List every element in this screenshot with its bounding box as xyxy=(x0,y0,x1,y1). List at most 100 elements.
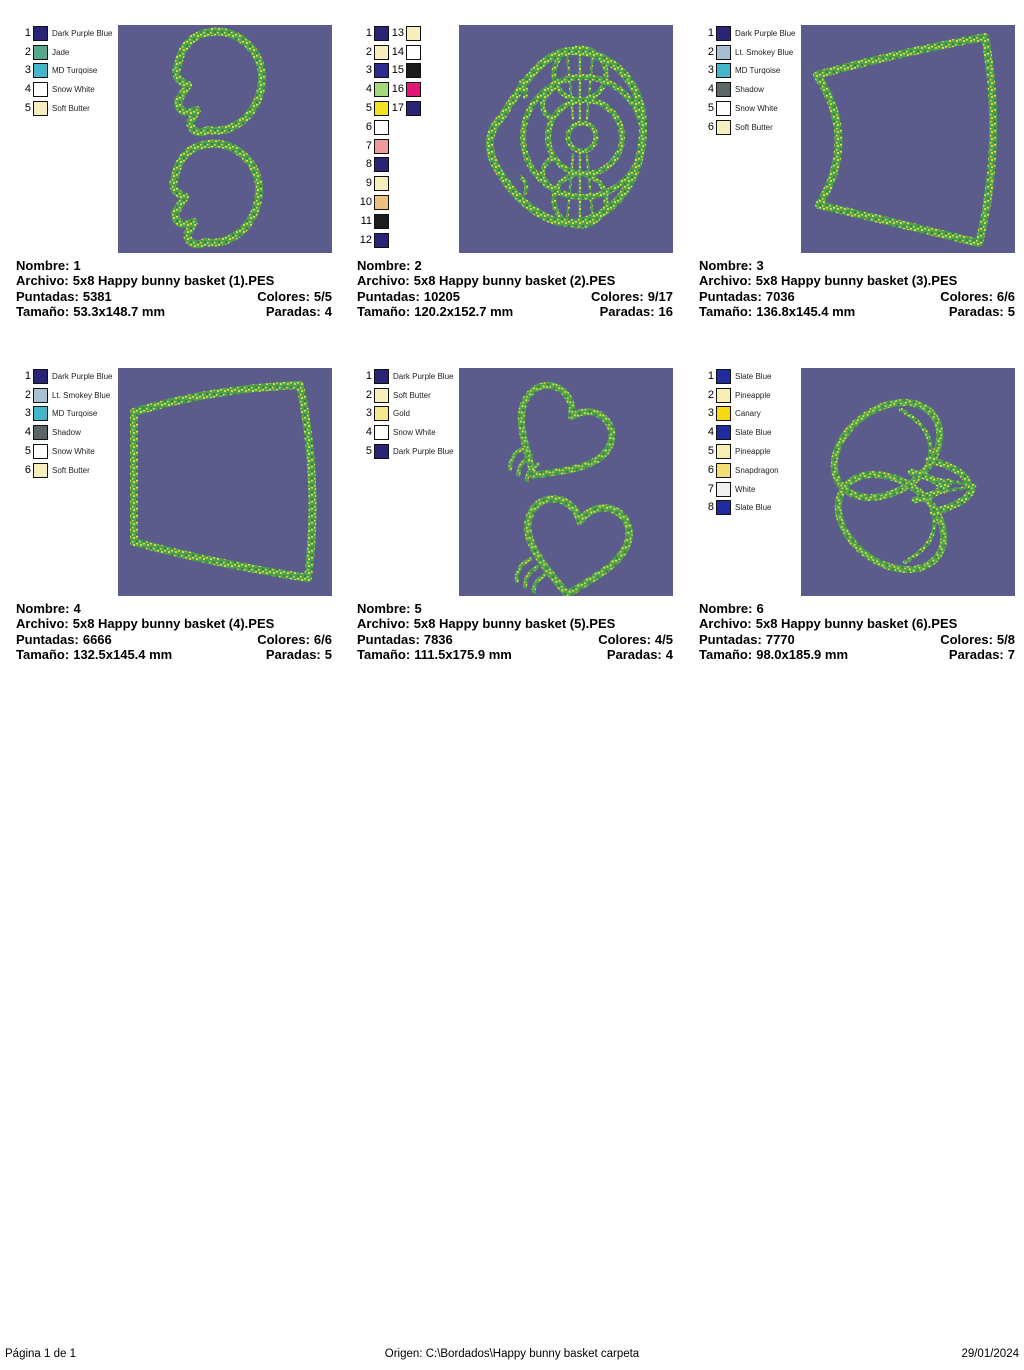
thread-color-name: Snow White xyxy=(52,447,95,457)
thread-color-name: Dark Purple Blue xyxy=(52,371,113,381)
thread-number: 3 xyxy=(365,407,372,420)
legend-row: 5 Pineapple xyxy=(699,442,779,461)
thread-number: 8 xyxy=(707,501,714,514)
thread-color-swatch xyxy=(406,101,421,117)
thread-number: 3 xyxy=(24,64,31,77)
thread-color-name: Soft Butter xyxy=(393,390,431,400)
design-info: Nombre: 1 Archivo: 5x8 Happy bunny basket … xyxy=(16,258,332,320)
legend-row: 5 Snow White xyxy=(699,99,795,118)
thread-color-swatch xyxy=(716,481,731,497)
thread-color-name: Pineapple xyxy=(735,447,771,457)
legend-row: 11 xyxy=(357,212,389,231)
thread-color-swatch xyxy=(374,195,389,211)
design-name: 4 xyxy=(73,601,81,616)
legend-row: 3 MD Turqoise xyxy=(699,62,795,81)
legend-row: 5 Dark Purple Blue xyxy=(357,442,453,461)
thread-number: 12 xyxy=(359,233,372,246)
legend-row: 17 xyxy=(389,99,421,118)
thread-number: 4 xyxy=(365,83,372,96)
thread-color-name: Shadow xyxy=(735,85,764,95)
color-count: 9/17 xyxy=(647,288,673,304)
thread-number: 1 xyxy=(24,369,31,382)
file-name: 5x8 Happy bunny basket (6).PES xyxy=(755,616,958,632)
legend-row: 6 xyxy=(357,118,389,137)
design-info: Nombre: 6 Archivo: 5x8 Happy bunny basket … xyxy=(699,601,1015,663)
thread-color-name: Soft Butter xyxy=(735,122,773,132)
stitch-count: 7036 xyxy=(765,288,795,304)
legend-row: 15 xyxy=(389,62,421,81)
thread-color-name: Jade xyxy=(52,47,70,57)
thread-color-swatch xyxy=(374,157,389,173)
thread-color-swatch xyxy=(374,176,389,192)
stitch-heart xyxy=(493,376,621,501)
thread-color-name: Soft Butter xyxy=(52,465,90,475)
field-label: Nombre: xyxy=(699,601,753,616)
field-label: Paradas: xyxy=(606,647,662,663)
file-name: 5x8 Happy bunny basket (1).PES xyxy=(72,273,275,289)
thread-number: 2 xyxy=(707,388,714,401)
thread-number: 5 xyxy=(24,445,31,458)
thread-number: 4 xyxy=(707,426,714,439)
stitch-crescent xyxy=(540,154,556,190)
stitch-outline xyxy=(173,144,259,245)
legend-row: 1 Dark Purple Blue xyxy=(699,24,795,43)
design-size: 136.8x145.4 mm xyxy=(756,304,856,320)
thread-color-swatch xyxy=(374,82,389,98)
thread-number: 3 xyxy=(707,64,714,77)
stitch-count: 7770 xyxy=(765,631,795,647)
thread-color-name: Dark Purple Blue xyxy=(393,447,454,457)
field-label: Tamaño: xyxy=(16,304,70,320)
thread-color-swatch xyxy=(374,25,389,41)
field-label: Nombre: xyxy=(699,258,753,273)
thread-color-swatch xyxy=(33,462,48,478)
field-label: Puntadas: xyxy=(357,288,420,304)
thread-color-swatch xyxy=(374,232,389,248)
thread-number: 13 xyxy=(391,26,404,39)
stitch-lines xyxy=(565,47,595,123)
thread-color-name: Snow White xyxy=(52,85,95,95)
stitch-outline xyxy=(176,32,262,133)
thread-legend: 1 Slate Blue 2 Pineapple 3 Canary 4 Slate Blue 5… xyxy=(699,365,801,597)
legend-row: 4 Snow White xyxy=(357,423,453,442)
thread-color-swatch xyxy=(406,25,421,41)
thread-color-swatch xyxy=(33,406,48,422)
color-count: 5/8 xyxy=(996,631,1015,647)
thread-number: 1 xyxy=(365,369,372,382)
thread-number: 9 xyxy=(365,177,372,190)
field-label: Paradas: xyxy=(948,304,1004,320)
legend-row: 5 xyxy=(357,99,389,118)
thread-number: 15 xyxy=(391,64,404,77)
field-label: Archivo: xyxy=(16,273,69,289)
field-label: Archivo: xyxy=(357,273,410,289)
legend-row: 9 xyxy=(357,174,389,193)
legend-row: 2 xyxy=(357,43,389,62)
thread-color-name: Gold xyxy=(393,409,410,419)
thread-number: 16 xyxy=(391,83,404,96)
thread-number: 5 xyxy=(365,445,372,458)
color-count: 6/6 xyxy=(313,631,332,647)
thread-number: 2 xyxy=(24,388,31,401)
thread-color-swatch xyxy=(33,82,48,98)
thread-number: 6 xyxy=(24,463,31,476)
field-label: Archivo: xyxy=(699,273,752,289)
thread-number: 3 xyxy=(707,407,714,420)
stitch-ear xyxy=(820,455,974,590)
panel-top: 1 Dark Purple Blue 2 Lt. Smokey Blue 3 MD Tur… xyxy=(16,365,332,597)
legend-row: 1 Dark Purple Blue xyxy=(16,24,112,43)
stop-count: 5 xyxy=(1007,304,1015,320)
thread-number: 6 xyxy=(365,120,372,133)
stitch-inner-circle xyxy=(520,74,646,200)
stitch-count: 5381 xyxy=(82,288,112,304)
legend-row: 5 Soft Butter xyxy=(16,99,112,118)
thread-color-swatch xyxy=(374,425,389,441)
legend-row: 2 Jade xyxy=(16,43,112,62)
thread-number: 1 xyxy=(24,26,31,39)
design-name: 3 xyxy=(756,258,764,273)
thread-color-name: Slate Blue xyxy=(735,503,772,513)
thread-legend: 1 Dark Purple Blue 2 Jade 3 MD Turqoise 4 Snow … xyxy=(16,22,118,254)
field-label: Nombre: xyxy=(357,601,411,616)
field-label: Colores: xyxy=(257,288,310,304)
thread-number: 2 xyxy=(365,45,372,58)
stitch-count: 10205 xyxy=(423,288,460,304)
